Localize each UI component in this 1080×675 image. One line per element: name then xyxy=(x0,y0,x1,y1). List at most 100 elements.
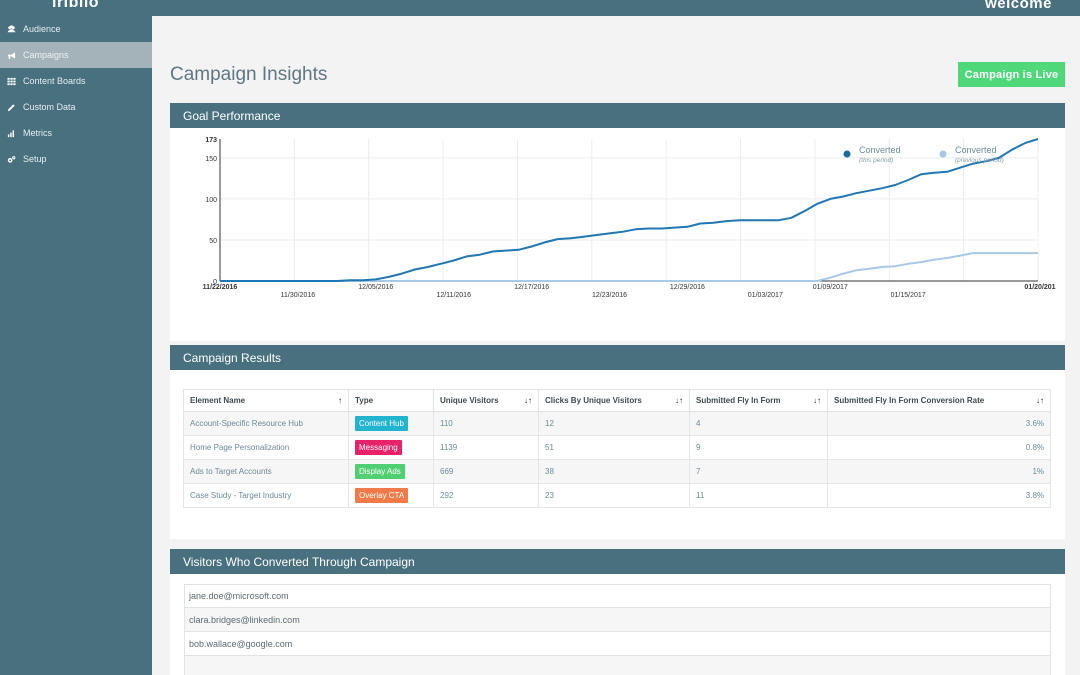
gears-icon xyxy=(6,154,16,164)
cell-type: Messaging xyxy=(348,435,434,460)
cell-unique-visitors: 669 xyxy=(433,459,539,484)
sort-icon[interactable]: ↓↑ xyxy=(524,396,532,405)
cell-unique-visitors: 1139 xyxy=(433,435,539,460)
list-item[interactable]: clara.bridges@linkedin.com xyxy=(184,608,1051,632)
email-list: jane.doe@microsoft.com clara.bridges@lin… xyxy=(184,584,1051,675)
cell-element-name[interactable]: Case Study - Target Industry xyxy=(183,483,349,508)
cell-clicks: 12 xyxy=(538,411,690,436)
y-tick-label: 173 xyxy=(205,137,217,144)
cell-unique-visitors: 110 xyxy=(433,411,539,436)
x-tick-label: 01/09/2017 xyxy=(813,284,848,291)
list-item[interactable] xyxy=(184,656,1051,675)
sidebar-item-label: Campaigns xyxy=(23,50,69,60)
table-row[interactable]: Case Study - Target Industry Overlay CTA 2… xyxy=(183,483,1051,508)
x-tick-label: 12/11/2016 xyxy=(436,292,471,299)
cell-type: Overlay CTA xyxy=(348,483,434,508)
welcome-label[interactable]: welcome xyxy=(985,0,1052,12)
campaign-live-button[interactable]: Campaign is Live xyxy=(958,62,1065,87)
cell-element-name[interactable]: Ads to Target Accounts xyxy=(183,459,349,484)
column-header-conversion-rate[interactable]: Submitted Fly In Form Conversion Rate ↓↑ xyxy=(827,389,1051,412)
page-title: Campaign Insights xyxy=(170,64,328,85)
app-logo[interactable]: iriblio xyxy=(52,0,100,11)
sidebar-item-label: Metrics xyxy=(23,128,52,138)
x-tick-label: 01/15/2017 xyxy=(891,292,926,299)
table-row[interactable]: Ads to Target Accounts Display Ads 669 38 7 1… xyxy=(183,459,1051,484)
legend-sublabel: (this period) xyxy=(859,157,893,164)
cell-element-name[interactable]: Home Page Personalization xyxy=(183,435,349,460)
column-label: Unique Visitors xyxy=(440,396,499,405)
cell-unique-visitors: 292 xyxy=(433,483,539,508)
sidebar: Audience Campaigns Content Boards Custom… xyxy=(0,16,152,675)
sidebar-item-content-boards[interactable]: Content Boards xyxy=(0,68,152,94)
sort-icon[interactable]: ↓↑ xyxy=(675,396,683,405)
series-line-this-period xyxy=(220,138,1039,282)
table-row[interactable]: Account-Specific Resource Hub Content Hub… xyxy=(183,411,1051,436)
column-header-submitted[interactable]: Submitted Fly In Form ↓↑ xyxy=(689,389,828,412)
cell-conversion-rate: 3.8% xyxy=(827,483,1051,508)
cell-conversion-rate: 3.6% xyxy=(827,411,1051,436)
column-header-type[interactable]: Type xyxy=(348,389,434,412)
series-line-previous-period xyxy=(220,252,1038,282)
sidebar-item-setup[interactable]: Setup xyxy=(0,146,152,172)
sidebar-item-label: Content Boards xyxy=(23,76,86,86)
x-tick-label: 01/03/2017 xyxy=(748,292,783,299)
megaphone-icon xyxy=(6,50,16,60)
list-item[interactable]: jane.doe@microsoft.com xyxy=(184,584,1051,608)
campaign-results-panel: Campaign Results Element Name ↑ Type Uniq… xyxy=(170,345,1065,539)
column-label: Type xyxy=(355,396,374,405)
sort-icon[interactable]: ↓↑ xyxy=(1036,396,1044,405)
column-header-clicks[interactable]: Clicks By Unique Visitors ↓↑ xyxy=(538,389,690,412)
x-tick-label: 12/29/2016 xyxy=(670,284,705,291)
sidebar-item-campaigns[interactable]: Campaigns xyxy=(0,42,152,68)
sort-icon[interactable]: ↓↑ xyxy=(813,396,821,405)
type-badge: Display Ads xyxy=(355,464,405,479)
legend-label: Converted xyxy=(859,145,901,155)
cell-submitted: 11 xyxy=(689,483,828,508)
column-label: Submitted Fly In Form xyxy=(696,396,781,405)
type-badge: Messaging xyxy=(355,440,402,455)
column-header-element-name[interactable]: Element Name ↑ xyxy=(183,389,349,412)
list-item[interactable]: bob.wallace@google.com xyxy=(184,632,1051,656)
panel-title: Campaign Results xyxy=(170,345,1065,370)
cell-submitted: 9 xyxy=(689,435,828,460)
panel-title: Visitors Who Converted Through Campaign xyxy=(170,549,1065,574)
visitors-panel: Visitors Who Converted Through Campaign … xyxy=(170,549,1065,675)
x-tick-label: 12/05/2016 xyxy=(358,284,393,291)
cell-submitted: 7 xyxy=(689,459,828,484)
cell-conversion-rate: 1% xyxy=(827,459,1051,484)
top-bar: iriblio welcome xyxy=(0,0,1080,16)
column-label: Clicks By Unique Visitors xyxy=(545,396,642,405)
legend-marker xyxy=(939,150,947,158)
type-badge: Overlay CTA xyxy=(355,488,409,503)
cell-element-name[interactable]: Account-Specific Resource Hub xyxy=(183,411,349,436)
x-tick-label: 11/30/2016 xyxy=(281,292,316,299)
sidebar-item-label: Setup xyxy=(23,154,47,164)
x-tick-label: 12/17/2016 xyxy=(514,284,549,291)
results-table: Element Name ↑ Type Unique Visitors ↓↑ Cli… xyxy=(183,389,1051,508)
y-tick-label: 50 xyxy=(209,238,217,245)
cell-conversion-rate: 0.8% xyxy=(827,435,1051,460)
cell-type: Display Ads xyxy=(348,459,434,484)
cell-submitted: 4 xyxy=(689,411,828,436)
sidebar-item-label: Audience xyxy=(23,24,61,34)
legend-sublabel: (previous period) xyxy=(955,157,1004,164)
goal-performance-panel: Goal Performance 0 50 100 150 173 11/22/2016 1… xyxy=(170,103,1065,341)
table-row[interactable]: Home Page Personalization Messaging 1139 51… xyxy=(183,435,1051,460)
sort-up-icon[interactable]: ↑ xyxy=(338,396,342,405)
type-badge: Content Hub xyxy=(355,416,408,431)
column-header-unique-visitors[interactable]: Unique Visitors ↓↑ xyxy=(433,389,539,412)
main-content: Campaign Insights Campaign is Live Goal … xyxy=(152,16,1080,675)
sidebar-item-metrics[interactable]: Metrics xyxy=(0,120,152,146)
sidebar-item-custom-data[interactable]: Custom Data xyxy=(0,94,152,120)
grid-icon xyxy=(6,76,16,86)
sidebar-item-audience[interactable]: Audience xyxy=(0,16,152,42)
y-tick-label: 150 xyxy=(205,156,217,163)
sidebar-item-label: Custom Data xyxy=(23,102,76,112)
table-header-row: Element Name ↑ Type Unique Visitors ↓↑ Cli… xyxy=(183,389,1051,412)
column-label: Element Name xyxy=(190,396,246,405)
users-icon xyxy=(6,24,16,34)
goal-performance-chart: 0 50 100 150 173 11/22/2016 12/05/2016 12/17/20… xyxy=(203,137,1056,299)
x-tick-label: 12/23/2016 xyxy=(592,292,627,299)
cell-clicks: 51 xyxy=(538,435,690,460)
y-tick-label: 0 xyxy=(213,279,217,286)
